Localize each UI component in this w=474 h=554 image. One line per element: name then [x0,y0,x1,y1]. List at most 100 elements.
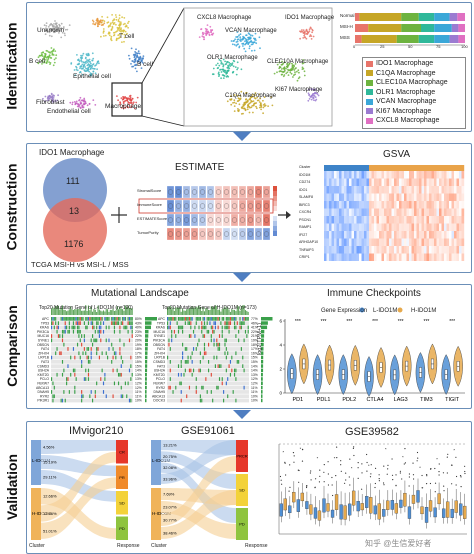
tmb-bar [240,306,242,315]
tsne-point [46,99,49,102]
mutation-cell [190,334,192,338]
gsva-cell [369,238,372,246]
mutation-cell [56,325,58,330]
gsva-cell [424,238,427,246]
mutation-cell [131,334,133,338]
boxplot-outlier [288,490,290,492]
estimate-dot [175,231,182,237]
zoom-line-bottom [141,115,185,127]
stage-label-construction: Construction [4,163,21,251]
tsne-point [83,100,86,103]
estimate-cell [198,227,207,241]
gsva-cell [444,216,447,224]
gsva-cell [389,201,392,209]
stage-label-identification: Identification [4,22,20,110]
boxplot-outlier [442,472,445,474]
oncoprint-gene-label: FBXW7 [37,382,49,386]
subcluster-point [233,99,236,102]
subcluster-point [223,75,226,77]
mutation-cell [235,317,237,321]
tsne-point [119,103,121,106]
boxplot-box [356,501,360,512]
venn-count-bottom: 1176 [64,239,84,249]
mutation-cell [197,342,199,347]
oncoprint-pct-label: 13% [135,377,142,381]
oncoprint-side-bar [145,321,152,325]
subcluster-label: CXCL8 Macrophage [197,15,252,21]
gsva-cell [456,223,460,231]
subcluster-point [290,72,293,75]
mutation-cell [227,321,229,325]
gsva-cell [369,253,372,261]
gsva-cell [349,201,352,209]
tsne-point [80,65,82,68]
mutation-cell [171,338,173,343]
oncoprint-side-bar [145,342,148,347]
tsne-point [52,101,54,103]
gsva-cell [361,178,365,186]
subcluster-point [288,63,291,65]
gsva-cell [459,208,462,216]
gsva-cell [326,246,330,254]
oncoprint-row-bg [51,394,133,399]
mutation-cell [171,329,173,334]
boxplot-outlier [301,448,304,450]
mutation-cell [224,321,226,325]
mutation-cell [177,317,180,321]
gsva-cell [409,193,412,201]
oncoprint-pct-label: 13% [135,373,142,377]
gsva-cell [361,223,365,231]
tmb-bar [116,306,118,315]
gsva-cell [364,171,367,179]
mutation-cell [238,338,240,343]
subcluster-point [235,44,238,47]
tsne-point [141,61,144,64]
gsva-cell [341,201,345,209]
gsva-cell [391,223,395,231]
oncoprint-pct-label: 22% [135,334,142,338]
sankey-cluster-bar [151,440,161,485]
gsva-cell [334,216,337,224]
gsva-cell [339,246,342,254]
mutation-cell [71,317,73,321]
tsne-point [118,14,121,17]
tsne-point [79,67,81,70]
gsva-cell [429,208,432,216]
oncoprint-row-bg [51,360,133,364]
tsne-point [50,35,53,38]
tmb-bar [92,311,94,315]
tsne-point [127,20,130,23]
tsne-point [48,61,50,63]
estimate-dot [231,203,238,209]
mutation-cell [119,325,121,330]
gsva-cell [329,186,332,194]
tmb-bar [93,309,95,315]
mutation-cell [131,329,133,334]
subcluster-point [297,69,300,72]
gsva-cell [346,216,350,224]
gsva-cell [426,186,430,194]
tsne-point [50,57,53,59]
gsva-cluster-cell [434,165,437,171]
mutation-cell [208,329,210,334]
gsva-cell [446,231,450,239]
subcluster-point [276,71,278,74]
tmb-bar [53,308,55,315]
mutation-cell [107,355,109,360]
oncoprint-side-bar [145,390,147,394]
mutation-cell [171,334,173,338]
mutation-cell [247,317,249,321]
mutation-cell [242,364,244,368]
gsva-cell [429,178,432,186]
gsva-cell [324,246,327,254]
boxplot-outlier [399,472,401,474]
tsne-point [40,52,43,54]
tsne-point [60,22,63,25]
gsva-cell [391,231,395,239]
sankey1-axis-cluster: Cluster [29,543,45,549]
gsva-cell [364,201,367,209]
mutation-cell [64,398,66,403]
tmb-bar [199,306,201,315]
tmb-bar [68,309,70,315]
tsne-point [106,16,109,19]
